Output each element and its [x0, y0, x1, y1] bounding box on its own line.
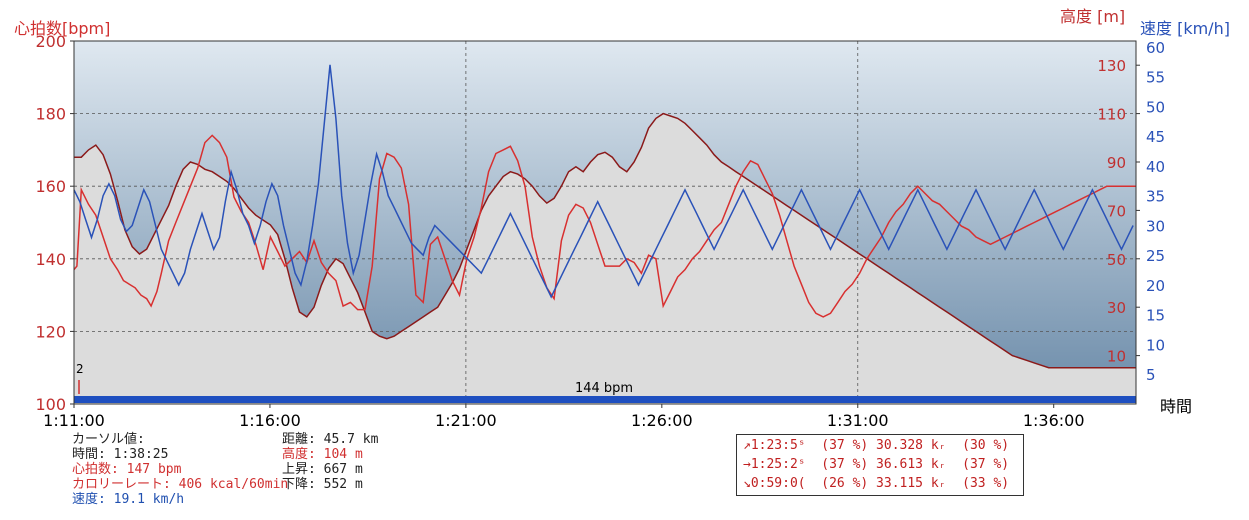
info-ascent: 上昇: 667 m [282, 462, 363, 477]
speed-tick-label: 45 [1146, 128, 1165, 146]
speed-tick-label: 15 [1146, 307, 1165, 325]
x-tick-label: 1:21:00 [435, 411, 497, 430]
speed-tick-label: 30 [1146, 217, 1165, 235]
hr-axis-label: 心拍数[bpm] [14, 19, 110, 38]
speed-axis: 5 10 15 20 25 30 35 40 45 50 55 60 [1146, 39, 1165, 384]
series-lines [73, 64, 1136, 369]
speed-tick-label: 25 [1146, 247, 1165, 265]
speed-tick-label: 40 [1146, 158, 1165, 176]
hr-tick-label: 140 [35, 250, 66, 269]
x-tick-label: 1:26:00 [631, 411, 693, 430]
info-calorie: カロリーレート: 406 kcal/60min [72, 477, 289, 492]
x-axis-label: 時間 [1160, 397, 1192, 416]
hr-axis: 100 120 140 160 180 200 [35, 32, 74, 414]
alt-tick-label: 130 [1097, 57, 1126, 75]
hr-tick-label: 120 [35, 322, 66, 341]
speed-tick-label: 35 [1146, 188, 1165, 206]
x-tick-label: 1:36:00 [1023, 411, 1085, 430]
speed-tick-label: 20 [1146, 277, 1165, 295]
hr-tick-label: 100 [35, 395, 66, 414]
series-line-alt [74, 112, 1136, 369]
plot-frame [73, 40, 1137, 405]
summary-flat: →1:25:2ˢ (37 %) 36.613 kᵣ (37 %) [743, 457, 1010, 472]
x-tick-label: 1:31:00 [827, 411, 889, 430]
alt-tick-label: 90 [1107, 154, 1126, 172]
speed-tick-label: 10 [1146, 336, 1165, 354]
speed-tick-label: 55 [1146, 69, 1165, 87]
summary-uphill: ↗1:23:5ˢ (37 %) 30.328 kᵣ (30 %) [743, 438, 1010, 453]
avg-hr-label: 144 bpm [575, 381, 633, 396]
info-descent: 下降: 552 m [282, 477, 363, 492]
alt-tick-label: 30 [1107, 299, 1126, 317]
info-hr: 心拍数: 147 bpm [72, 462, 182, 477]
hr-tick-label: 200 [35, 32, 66, 51]
info-altitude: 高度: 104 m [282, 447, 363, 462]
speed-tick-label: 50 [1146, 98, 1165, 116]
time-axis: 1:11:00 1:16:00 1:21:00 1:26:00 1:31:00 1:36:… [43, 404, 1085, 430]
alt-tick-label: 10 [1107, 348, 1126, 366]
speed-tick-label: 5 [1146, 366, 1156, 384]
grid-lines [74, 41, 1136, 404]
speed-tick-label: 60 [1146, 39, 1165, 57]
x-tick-label: 1:11:00 [43, 411, 105, 430]
avg-hr-band [74, 396, 1136, 403]
climb-summary-box: ↗1:23:5ˢ (37 %) 30.328 kᵣ (30 %) →1:25:2… [736, 434, 1024, 496]
altitude-axis: 10 30 50 70 90 110 130 [1097, 57, 1140, 366]
series-line-hr [73, 134, 1136, 318]
x-tick-label: 1:16:00 [239, 411, 301, 430]
speed-axis-label: 速度 [km/h] [1140, 19, 1230, 38]
info-time: 時間: 1:38:25 [72, 447, 169, 462]
series-line-speed [73, 64, 1134, 299]
alt-tick-label: 50 [1107, 251, 1126, 269]
info-distance: 距離: 45.7 km [282, 432, 379, 447]
info-cursor: カーソル値: [72, 432, 145, 447]
zone-marker-label: 2 [76, 362, 84, 376]
summary-downhill: ↘0:59:0( (26 %) 33.115 kᵣ (33 %) [743, 476, 1010, 491]
info-speed: 速度: 19.1 km/h [72, 492, 185, 507]
hr-tick-label: 160 [35, 177, 66, 196]
alt-tick-label: 110 [1097, 106, 1126, 124]
alt-tick-label: 70 [1107, 202, 1126, 220]
alt-axis-label: 高度 [m] [1060, 7, 1125, 26]
hr-tick-label: 180 [35, 105, 66, 124]
